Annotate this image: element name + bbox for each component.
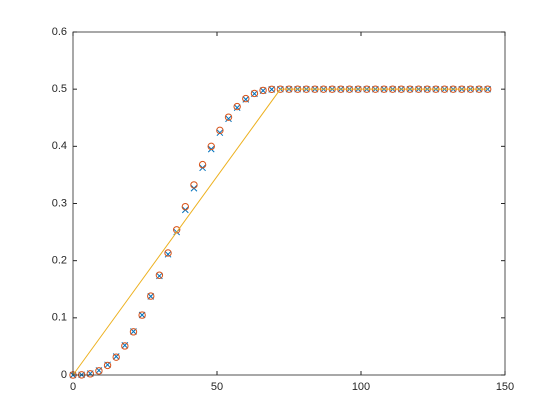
marker	[181, 202, 190, 211]
marker	[259, 86, 267, 95]
marker	[242, 94, 250, 103]
marker	[95, 367, 103, 375]
x-tick-label: 0	[70, 381, 76, 393]
y-tick-label: 0.1	[52, 312, 67, 324]
marker	[172, 226, 181, 234]
marker	[250, 89, 259, 98]
marker	[138, 311, 146, 319]
y-tick-label: 0.2	[52, 255, 67, 267]
marker	[112, 353, 120, 361]
marker	[216, 129, 224, 137]
axes-box	[72, 31, 506, 376]
plot-area	[73, 32, 505, 375]
marker	[129, 328, 138, 336]
series-line	[72, 88, 488, 376]
marker	[190, 181, 198, 189]
x-tick-label: 150	[496, 381, 514, 393]
marker	[225, 115, 232, 123]
marker	[207, 142, 215, 151]
y-tick-label: 0.4	[52, 140, 67, 152]
marker	[216, 126, 224, 135]
marker	[121, 342, 129, 350]
x-tick-label: 50	[211, 381, 223, 393]
marker	[103, 361, 112, 370]
marker	[268, 85, 276, 93]
marker	[164, 250, 172, 258]
marker	[147, 292, 155, 300]
marker	[233, 102, 241, 111]
marker	[224, 113, 233, 121]
y-tick-label: 0.3	[52, 197, 67, 209]
y-tick-label: 0.5	[52, 83, 67, 95]
marker	[164, 249, 172, 257]
y-tick-label: 0	[61, 369, 67, 381]
marker	[155, 271, 164, 279]
y-tick-label: 0.6	[52, 26, 67, 38]
marker	[86, 370, 94, 378]
x-tick-label: 100	[352, 381, 370, 393]
marker	[198, 160, 207, 169]
